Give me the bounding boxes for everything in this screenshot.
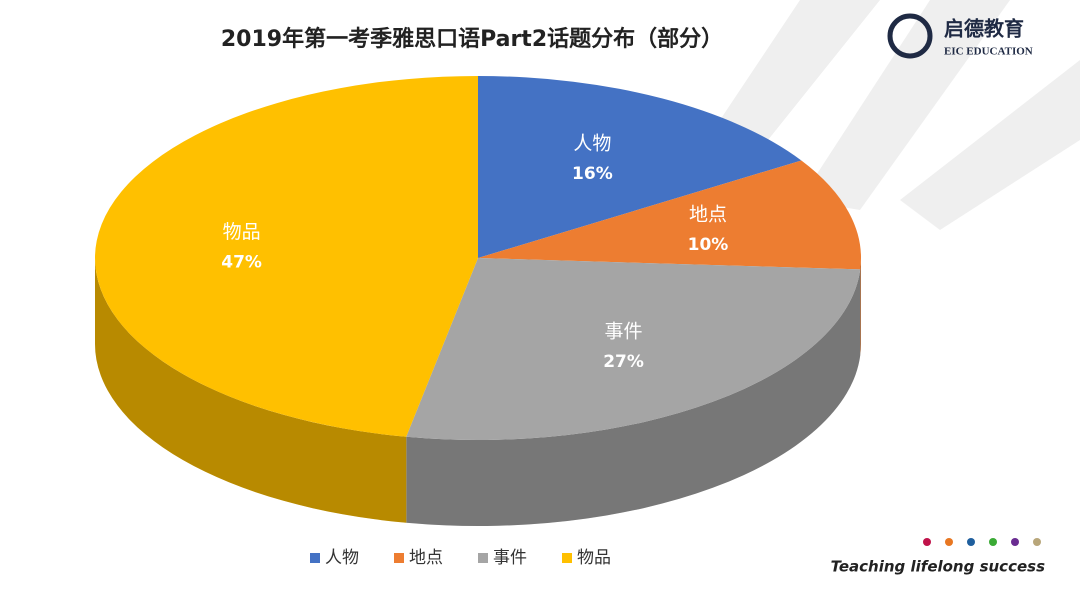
dot: [923, 538, 931, 546]
slice: [406, 258, 861, 440]
stripe: [800, 0, 1010, 210]
slice: [478, 160, 862, 270]
legend-swatch: [310, 553, 320, 563]
dot: [967, 538, 975, 546]
logo: 启德教育 EIC EDUCATION: [887, 13, 1033, 59]
stripe: [700, 0, 880, 150]
slice-side-shade: [406, 269, 861, 526]
logo-name: 启德教育: [944, 17, 1024, 41]
slice-label-name: 人物: [573, 133, 611, 155]
legend-label: 人物: [325, 548, 359, 568]
slice-side: [95, 258, 407, 523]
slice-label-value: 27%: [603, 352, 644, 372]
slice: [478, 76, 802, 258]
tagline: Teaching lifelong success: [831, 558, 1046, 576]
legend: 人物 地点 事件 物品: [310, 548, 611, 568]
slice-side: [406, 269, 861, 526]
dot: [945, 538, 953, 546]
decoration: [700, 0, 1080, 230]
slice-label-name: 事件: [605, 321, 643, 343]
slice-side-shade: [860, 258, 861, 356]
legend-swatch: [562, 553, 572, 563]
legend-swatch: [478, 553, 488, 563]
legend-label: 事件: [493, 548, 527, 568]
tagline-dots: [923, 538, 1041, 546]
slice: [94, 75, 478, 437]
slice-side-shade: [95, 258, 407, 523]
slice-label-value: 10%: [688, 235, 729, 255]
slice-label-value: 16%: [572, 164, 613, 184]
legend-label: 地点: [409, 548, 443, 568]
dot: [1033, 538, 1041, 546]
chart-title: 2019年第一考季雅思口语Part2话题分布（部分）: [221, 26, 723, 52]
dot: [1011, 538, 1019, 546]
stripe: [900, 60, 1080, 230]
dot: [989, 538, 997, 546]
legend-label: 物品: [577, 548, 611, 568]
slice-label-value: 47%: [221, 252, 262, 272]
slice-side: [860, 258, 861, 356]
slice-label-name: 物品: [223, 221, 261, 243]
logo-icon: [887, 13, 933, 59]
logo-subtitle: EIC EDUCATION: [944, 46, 1033, 58]
slice-label-name: 地点: [689, 203, 727, 225]
legend-swatch: [394, 553, 404, 563]
pie: 人物 16% 地点 10% 事件 27% 物品 47%: [94, 75, 862, 526]
